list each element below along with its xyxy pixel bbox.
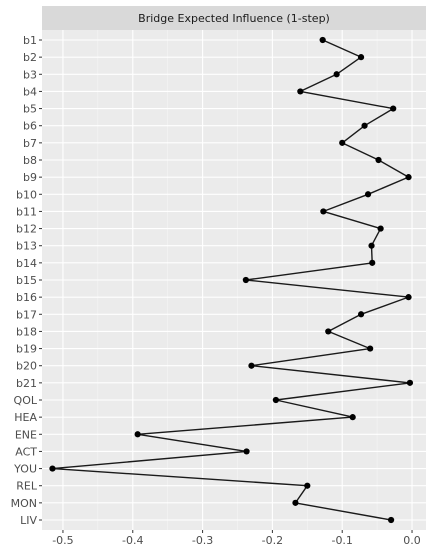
y-tick-label-you: YOU — [13, 463, 37, 476]
data-point-qol — [272, 396, 279, 404]
data-point-b4 — [297, 88, 304, 95]
y-tick-label-b15: b15 — [16, 274, 37, 287]
y-tick-label-b1: b1 — [23, 34, 37, 47]
data-point-b17 — [357, 311, 365, 318]
y-tick-label-b20: b20 — [16, 360, 37, 373]
data-point-b6 — [361, 122, 368, 129]
y-tick-label-b3: b3 — [23, 68, 37, 81]
data-point-b20 — [248, 362, 255, 369]
x-tick-label: -0.5 — [52, 534, 73, 547]
x-tick-label: -0.3 — [192, 534, 213, 547]
data-point-b1 — [319, 36, 326, 44]
y-tick-label-b2: b2 — [23, 51, 37, 64]
data-point-b10 — [364, 191, 372, 198]
y-tick-label-b7: b7 — [23, 137, 37, 150]
data-point-rel — [304, 482, 311, 489]
data-point-b11 — [320, 208, 327, 215]
y-tick-label-b12: b12 — [16, 223, 37, 236]
series — [49, 36, 414, 524]
y-tick-label-b18: b18 — [16, 325, 37, 338]
data-point-b21 — [406, 379, 414, 386]
data-point-b9 — [405, 174, 412, 181]
y-tick-label-b9: b9 — [23, 171, 37, 184]
data-point-hea — [349, 414, 356, 421]
data-point-liv — [387, 516, 395, 524]
y-tick-label-mon: MON — [11, 497, 37, 510]
data-point-b15 — [242, 276, 249, 284]
y-tick-label-ene: ENE — [15, 428, 37, 441]
x-tick-label: -0.1 — [331, 534, 352, 547]
grid-lines — [42, 30, 426, 530]
y-tick-label-b6: b6 — [23, 120, 37, 133]
data-point-b3 — [333, 71, 340, 78]
x-tick-label: -0.4 — [122, 534, 143, 547]
data-point-b8 — [375, 156, 382, 164]
y-tick-label-qol: QOL — [14, 394, 38, 407]
y-tick-label-b4: b4 — [23, 85, 37, 98]
y-tick-label-hea: HEA — [14, 411, 37, 424]
y-tick-label-b8: b8 — [23, 154, 37, 167]
x-tick-label: 0.0 — [403, 534, 421, 547]
y-tick-label-b16: b16 — [16, 291, 37, 304]
y-tick-label-b17: b17 — [16, 308, 37, 321]
y-tick-label-liv: LIV — [20, 514, 37, 527]
y-tick-label-rel: REL — [16, 480, 38, 493]
y-tick-label-b19: b19 — [16, 343, 37, 356]
data-point-you — [49, 465, 56, 472]
strip-background — [42, 6, 426, 30]
y-axis: b1 b2 b3 b4 b5 b6 b7 b8 b9 b10 b11 b12 b13 b14 b15 b16 b… — [11, 34, 42, 527]
data-point-mon — [292, 499, 299, 506]
y-tick-label-b21: b21 — [16, 377, 37, 390]
data-point-act — [243, 448, 250, 455]
y-tick-label-act: ACT — [15, 445, 37, 458]
data-point-b2 — [357, 54, 365, 61]
data-point-b19 — [367, 345, 374, 352]
y-tick-label-b13: b13 — [16, 240, 37, 253]
chart-title: Bridge Expected Influence (1-step) — [138, 12, 330, 25]
y-tick-label-b14: b14 — [16, 257, 37, 270]
y-tick-label-b11: b11 — [16, 205, 37, 218]
data-point-b18 — [325, 328, 332, 335]
y-tick-label-b5: b5 — [23, 103, 37, 116]
data-point-ene — [134, 431, 141, 438]
data-point-b14 — [369, 259, 376, 266]
y-tick-label-b10: b10 — [16, 188, 37, 201]
x-tick-label: -0.2 — [262, 534, 283, 547]
data-point-b12 — [377, 225, 384, 232]
data-point-b7 — [339, 139, 346, 146]
data-point-b13 — [368, 242, 375, 249]
data-point-b5 — [390, 105, 397, 112]
data-point-b16 — [405, 294, 412, 301]
x-axis: -0.5 -0.4 -0.3 -0.2 -0.1 0.0 — [52, 530, 421, 547]
